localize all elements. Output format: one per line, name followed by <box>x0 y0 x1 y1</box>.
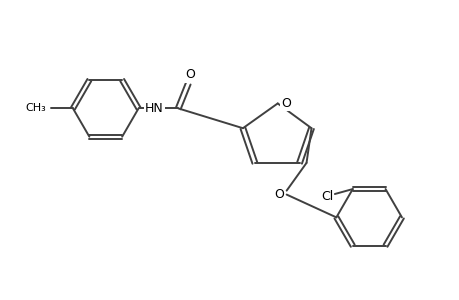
Text: HN: HN <box>145 102 163 115</box>
Text: Cl: Cl <box>320 190 332 203</box>
Text: O: O <box>281 97 291 110</box>
Text: CH₃: CH₃ <box>25 103 46 113</box>
Text: O: O <box>273 188 283 201</box>
Text: O: O <box>185 68 195 81</box>
